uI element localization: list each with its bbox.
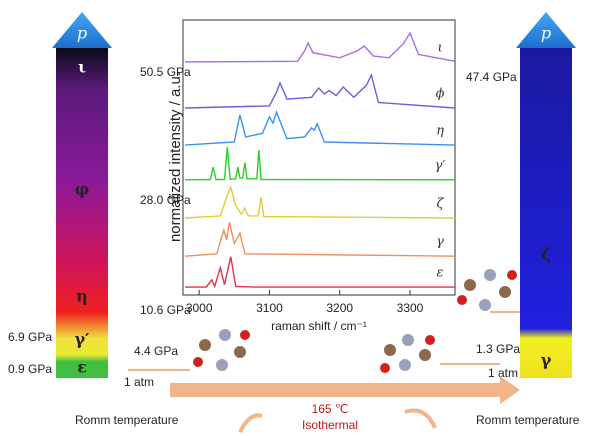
cycle-arrow xyxy=(240,415,262,432)
phase-label: φ xyxy=(75,180,89,199)
footer-text: Romm temperature xyxy=(75,413,179,427)
pressure-text: 1 atm xyxy=(488,366,518,380)
spectrum-line xyxy=(185,257,455,287)
pressure-bar xyxy=(520,48,572,378)
pressure-text: 47.4 GPa xyxy=(466,70,517,84)
pressure-bar xyxy=(56,48,108,378)
pressure-text: 1 atm xyxy=(124,375,154,389)
x-tick-label: 3000 xyxy=(186,301,213,315)
phase-label: γ xyxy=(541,351,552,370)
footer-text: Romm temperature xyxy=(476,413,580,427)
series-label: ζ xyxy=(436,197,444,212)
phase-label: γ′ xyxy=(75,330,90,349)
pressure-text: 4.4 GPa xyxy=(134,344,178,358)
y-axis-label: normalized intensity / a.u. xyxy=(167,72,184,242)
spectrum-line xyxy=(185,33,455,62)
x-tick-label: 3200 xyxy=(326,301,353,315)
x-tick-label: 3300 xyxy=(397,301,424,315)
molecule xyxy=(380,334,435,373)
phase-label: ε xyxy=(77,358,87,377)
phase-label: ζ xyxy=(541,245,550,264)
x-axis-label: raman shift / cm⁻¹ xyxy=(271,319,367,333)
pressure-text: 1.3 GPa xyxy=(476,342,520,356)
series-label: γ′ xyxy=(435,158,446,173)
footer-text: 165 ℃ xyxy=(312,402,349,416)
phase-label: ι xyxy=(78,58,86,77)
series-label: ε xyxy=(437,266,444,281)
pressure-label: p xyxy=(77,24,87,43)
pressure-text: 10.6 GPa xyxy=(140,303,191,317)
cycle-arrow xyxy=(405,410,435,428)
series-label: ϕ xyxy=(436,87,445,102)
figure: p ι φ η γ′ ε 50.5 GPa 28.0 GPa 10.6 GPa … xyxy=(0,0,589,436)
molecule xyxy=(193,329,250,371)
spectrum-line xyxy=(185,112,455,145)
phase-label: η xyxy=(76,287,88,306)
spectrum-line xyxy=(185,222,455,256)
pressure-text: 0.9 GPa xyxy=(8,362,52,376)
process-arrow xyxy=(170,376,520,404)
footer-text: Isothermal xyxy=(302,418,358,432)
x-tick-label: 3100 xyxy=(256,301,283,315)
spectrum-line xyxy=(185,75,455,108)
series-label: ι xyxy=(437,40,442,55)
spectrum-line xyxy=(185,147,455,180)
series-label: γ xyxy=(436,235,444,250)
series-label: η xyxy=(436,124,444,139)
pressure-label: p xyxy=(541,24,551,43)
pressure-text: 6.9 GPa xyxy=(8,330,52,344)
molecule xyxy=(457,269,517,311)
spectrum-line xyxy=(185,187,455,218)
